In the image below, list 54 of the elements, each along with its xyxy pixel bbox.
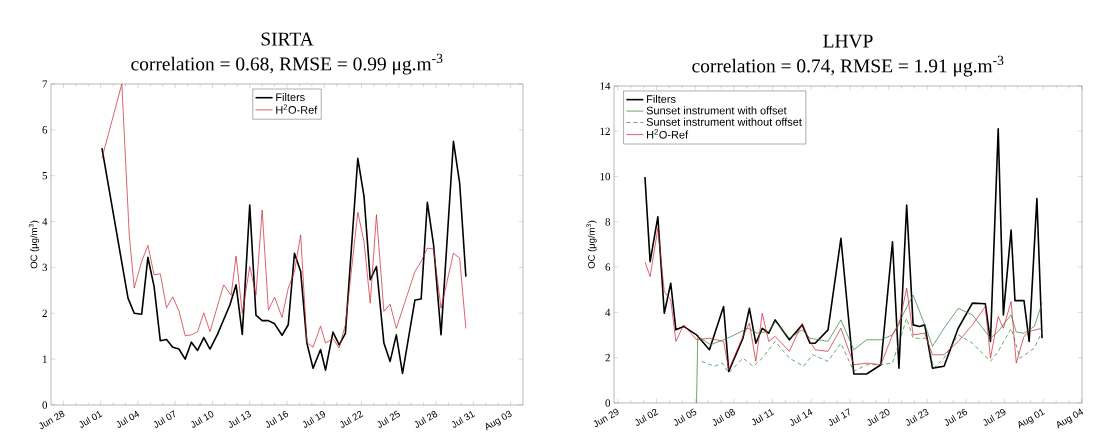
x-tick-label: Jul 04 <box>116 410 140 428</box>
y-tick-label: 7 <box>42 80 48 88</box>
y-tick-label: 0 <box>605 399 611 407</box>
x-tick-label: Jul 07 <box>153 410 176 428</box>
y-tick-label: 14 <box>600 82 611 90</box>
x-tick-label: Jul 10 <box>191 411 214 428</box>
x-tick-label: Jul 26 <box>944 408 968 426</box>
x-tick-label: Aug 01 <box>1018 408 1045 429</box>
y-axis-title: OC (μg/m$^{3}$) <box>28 220 40 269</box>
y-tick-label: 3 <box>42 263 48 272</box>
x-tick-label: Jul 14 <box>789 408 813 426</box>
x-tick-label: Jul 28 <box>414 410 438 428</box>
y-axis-title: OC (μg/m$^{3}$) <box>586 220 597 269</box>
chart-subtitle: correlation = 0.74, RMSE = 1.91 μg.m$^{-3}$ <box>692 55 1004 77</box>
x-tick-label: Jul 05 <box>673 408 697 426</box>
x-tick-label: Jul 23 <box>905 408 929 426</box>
x-tick-label: Jul 19 <box>302 411 326 428</box>
y-tick-label: 1 <box>42 355 47 363</box>
x-tick-label: Jul 17 <box>828 408 850 426</box>
y-tick-label: 12 <box>600 127 610 135</box>
x-tick-label: Jul 13 <box>228 410 251 428</box>
legend-label: Filters <box>647 94 676 103</box>
x-tick-label: Jul 29 <box>983 409 1006 426</box>
y-tick-label: 0 <box>42 401 48 409</box>
x-tick-label: Jul 02 <box>635 408 659 426</box>
y-tick-label: 8 <box>605 218 611 226</box>
y-tick-label: 10 <box>600 172 611 181</box>
legend-label: Sunset instrument with offset <box>646 106 787 115</box>
x-tick-label: Jun 29 <box>593 408 619 428</box>
legend-label: Filters <box>276 92 305 102</box>
x-tick-label: Jul 20 <box>867 409 890 426</box>
x-tick-label: Jul 31 <box>452 411 476 428</box>
chart-title: LHVP <box>823 34 873 48</box>
chart-title: SIRTA <box>261 32 314 46</box>
y-tick-label: 4 <box>42 217 48 226</box>
x-tick-label: Jul 22 <box>340 410 364 428</box>
x-tick-label: Aug 03 <box>485 410 512 431</box>
x-tick-label: Jul 08 <box>712 408 736 426</box>
y-tick-label: 5 <box>42 172 48 180</box>
x-tick-label: Jul 16 <box>265 410 289 428</box>
x-tick-label: Aug 04 <box>1057 408 1084 429</box>
y-tick-label: 2 <box>605 354 610 362</box>
legend-label: H$^{2}$O-Ref <box>647 129 689 139</box>
chart-subtitle: correlation = 0.68, RMSE = 0.99 μg.m$^{-3}$ <box>131 53 443 75</box>
y-tick-label: 4 <box>605 308 611 317</box>
x-tick-label: Jul 25 <box>377 410 400 428</box>
x-tick-label: Jul 11 <box>751 409 775 426</box>
x-tick-label: Jul 01 <box>79 411 103 428</box>
y-tick-label: 6 <box>42 126 48 134</box>
legend-label: Sunset instrument without offset <box>646 117 802 126</box>
y-tick-label: 6 <box>605 263 611 271</box>
legend-label: H$^{2}$O-Ref <box>276 104 318 114</box>
x-tick-label: Jun 28 <box>39 410 65 430</box>
y-tick-label: 2 <box>42 309 47 317</box>
